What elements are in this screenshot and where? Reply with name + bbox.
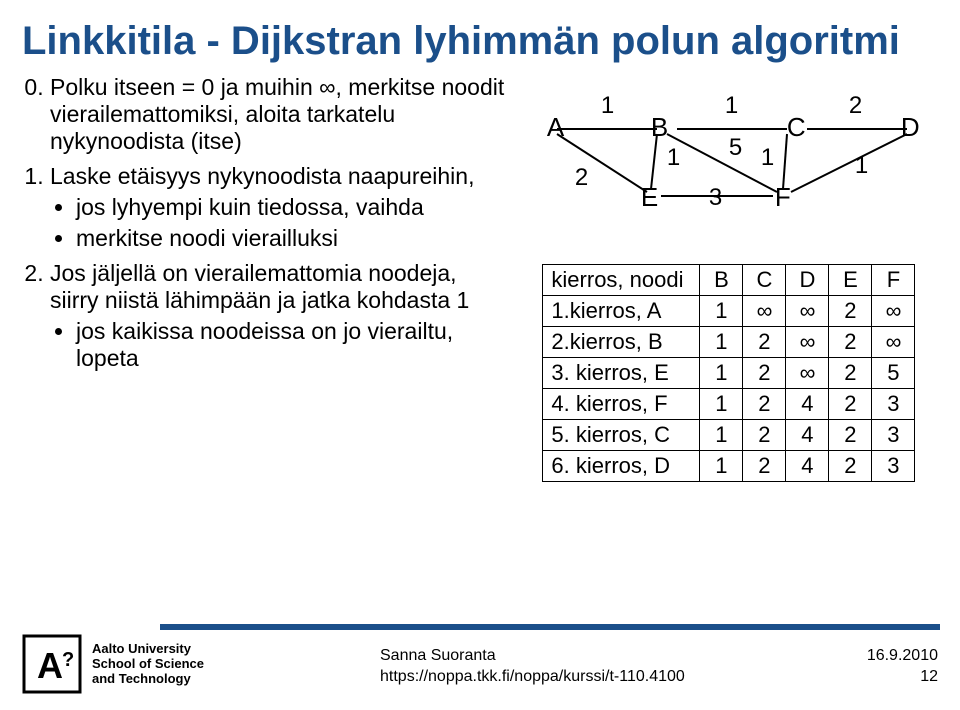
cell: 2 xyxy=(743,451,786,482)
cell: 3 xyxy=(872,389,915,420)
weight-df: 1 xyxy=(855,152,868,180)
step-2a: jos kaikissa noodeissa on jo vierailtu, … xyxy=(76,318,510,372)
cell: 1 xyxy=(700,451,743,482)
footer-right: 16.9.2010 12 xyxy=(867,646,938,688)
cell: 5 xyxy=(872,358,915,389)
course-url: https://noppa.tkk.fi/noppa/kurssi/t-110.… xyxy=(380,667,685,688)
node-f: F xyxy=(775,182,791,213)
cell: ∞ xyxy=(786,296,829,327)
node-d: D xyxy=(901,112,920,143)
step-0: Polku itseen = 0 ja muihin ∞, merkitse n… xyxy=(50,74,510,155)
cell: 1 xyxy=(700,327,743,358)
weight-ae: 2 xyxy=(575,164,588,192)
table-row: 1.kierros, A1∞∞2∞ xyxy=(543,296,915,327)
cell: 2 xyxy=(743,327,786,358)
cell: 2 xyxy=(829,420,872,451)
weight-be: 1 xyxy=(667,144,680,172)
table-header-row: kierros, noodi B C D E F xyxy=(543,265,915,296)
cell: 2 xyxy=(829,358,872,389)
footer-divider xyxy=(160,624,940,630)
cell: 1 xyxy=(700,420,743,451)
right-panel: A B C D E F 1 1 2 2 1 5 1 1 3 kierros, n… xyxy=(510,74,938,482)
col-d: D xyxy=(786,265,829,296)
cell: 2 xyxy=(829,451,872,482)
row-label: 5. kierros, C xyxy=(543,420,700,451)
uni-line2: School of Science xyxy=(92,657,204,672)
author-name: Sanna Suoranta xyxy=(380,646,685,667)
svg-text:A: A xyxy=(37,645,63,686)
cell: 4 xyxy=(786,420,829,451)
node-b: B xyxy=(651,112,668,143)
cell: ∞ xyxy=(743,296,786,327)
cell: 3 xyxy=(872,451,915,482)
row-label: 2.kierros, B xyxy=(543,327,700,358)
cell: 2 xyxy=(743,389,786,420)
table-row: 4. kierros, F12423 xyxy=(543,389,915,420)
col-c: C xyxy=(743,265,786,296)
col-round: kierros, noodi xyxy=(543,265,700,296)
table-row: 5. kierros, C12423 xyxy=(543,420,915,451)
cell: 4 xyxy=(786,451,829,482)
col-b: B xyxy=(700,265,743,296)
weight-bf: 5 xyxy=(729,134,742,162)
uni-line3: and Technology xyxy=(92,672,204,687)
iteration-table: kierros, noodi B C D E F 1.kierros, A1∞∞… xyxy=(542,264,915,482)
slide-title: Linkkitila - Dijkstran lyhimmän polun al… xyxy=(0,0,960,64)
weight-bc: 1 xyxy=(725,92,738,120)
cell: ∞ xyxy=(786,358,829,389)
table-row: 2.kierros, B12∞2∞ xyxy=(543,327,915,358)
weight-ab: 1 xyxy=(601,92,614,120)
content-area: Polku itseen = 0 ja muihin ∞, merkitse n… xyxy=(0,64,960,482)
cell: 3 xyxy=(872,420,915,451)
table-row: 3. kierros, E12∞25 xyxy=(543,358,915,389)
network-graph: A B C D E F 1 1 2 2 1 5 1 1 3 xyxy=(529,74,929,244)
node-e: E xyxy=(641,182,658,213)
col-e: E xyxy=(829,265,872,296)
node-c: C xyxy=(787,112,806,143)
row-label: 4. kierros, F xyxy=(543,389,700,420)
step-2: Jos jäljellä on vierailemattomia noodeja… xyxy=(50,260,510,372)
cell: ∞ xyxy=(872,327,915,358)
weight-ef: 3 xyxy=(709,184,722,212)
slide-number: 12 xyxy=(867,667,938,688)
footer-center: Sanna Suoranta https://noppa.tkk.fi/nopp… xyxy=(380,646,685,688)
algorithm-steps: Polku itseen = 0 ja muihin ∞, merkitse n… xyxy=(22,74,510,482)
cell: 2 xyxy=(829,327,872,358)
cell: 1 xyxy=(700,296,743,327)
university-name: Aalto University School of Science and T… xyxy=(92,642,204,687)
weight-cf: 1 xyxy=(761,144,774,172)
uni-line1: Aalto University xyxy=(92,642,204,657)
row-label: 6. kierros, D xyxy=(543,451,700,482)
cell: ∞ xyxy=(872,296,915,327)
cell: 2 xyxy=(743,358,786,389)
weight-cd: 2 xyxy=(849,92,862,120)
cell: ∞ xyxy=(786,327,829,358)
footer: A ? Aalto University School of Science a… xyxy=(0,624,960,710)
step-1b: merkitse noodi vierailluksi xyxy=(76,225,510,252)
step-1a: jos lyhyempi kuin tiedossa, vaihda xyxy=(76,194,510,221)
step-1: Laske etäisyys nykynoodista naapureihin,… xyxy=(50,163,510,252)
aalto-logo-icon: A ? xyxy=(22,634,82,699)
cell: 4 xyxy=(786,389,829,420)
slide-date: 16.9.2010 xyxy=(867,646,938,667)
step-2-text: Jos jäljellä on vierailemattomia noodeja… xyxy=(50,260,469,313)
row-label: 1.kierros, A xyxy=(543,296,700,327)
row-label: 3. kierros, E xyxy=(543,358,700,389)
step-1-text: Laske etäisyys nykynoodista naapureihin, xyxy=(50,163,474,189)
cell: 1 xyxy=(700,358,743,389)
cell: 1 xyxy=(700,389,743,420)
svg-text:?: ? xyxy=(62,649,74,671)
col-f: F xyxy=(872,265,915,296)
table-row: 6. kierros, D12423 xyxy=(543,451,915,482)
node-a: A xyxy=(547,112,564,143)
cell: 2 xyxy=(829,296,872,327)
cell: 2 xyxy=(743,420,786,451)
cell: 2 xyxy=(829,389,872,420)
